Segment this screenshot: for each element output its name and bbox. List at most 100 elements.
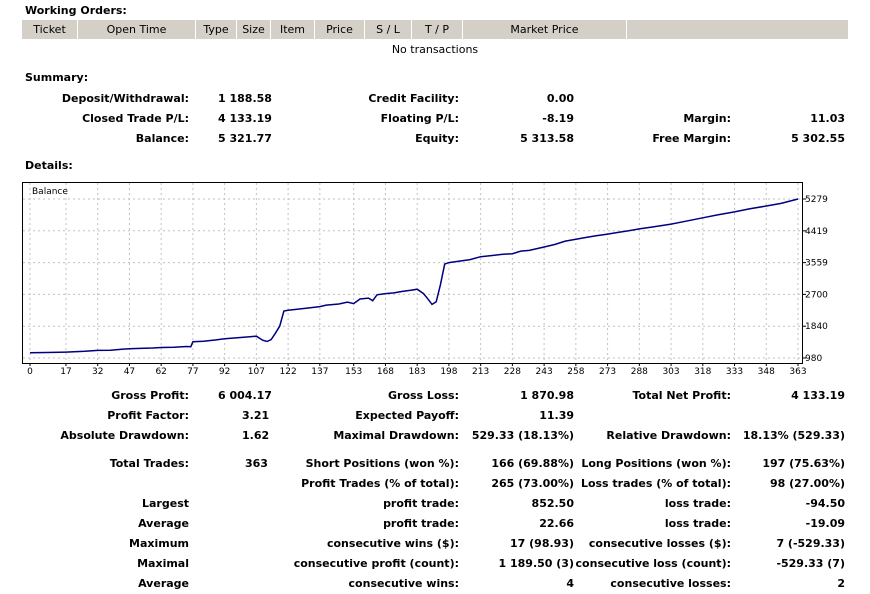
chart-x-tick-label: 303	[662, 367, 679, 377]
chart-x-tick-label: 198	[440, 367, 457, 377]
largest-loss-trade-value: -94.50	[805, 497, 845, 510]
average-consecutive-wins-label: consecutive wins:	[348, 577, 459, 590]
chart-x-tick-label: 47	[124, 367, 135, 377]
free-margin-value: 5 302.55	[791, 132, 845, 145]
max-consecutive-losses-label: consecutive losses ($):	[588, 537, 731, 550]
credit-label: Credit Facility:	[368, 92, 459, 105]
credit-value: 0.00	[546, 92, 574, 105]
absolute-drawdown-value: 1.62	[242, 429, 270, 442]
max-consecutive-wins-value: 17 (98.93)	[510, 537, 574, 550]
largest-profit-trade-value: 852.50	[531, 497, 574, 510]
chart-y-tick-label: 980	[805, 354, 822, 364]
column-header-sl[interactable]: S / L	[365, 20, 412, 39]
chart-y-tick-label: 2700	[805, 290, 828, 300]
average2-label: Average	[138, 577, 189, 590]
chart-x-tick-label: 363	[789, 367, 806, 377]
chart-x-tick-label: 258	[567, 367, 584, 377]
maximal-consecutive-profit-value: 1 189.50 (3)	[498, 557, 574, 570]
largest-profit-trade-label: profit trade:	[383, 497, 459, 510]
loss-trades-value: 98 (27.00%)	[769, 477, 845, 490]
floating-value: -8.19	[542, 112, 574, 125]
details-title: Details:	[25, 159, 73, 172]
average-consecutive-losses-value: 2	[837, 577, 845, 590]
no-transactions-text: No transactions	[391, 43, 479, 56]
chart-x-tick-label: 32	[92, 367, 103, 377]
average-loss-trade-value: -19.09	[805, 517, 845, 530]
column-header-item[interactable]: Item	[271, 20, 315, 39]
maximum-label: Maximum	[129, 537, 189, 550]
chart-x-tick-label: 17	[60, 367, 71, 377]
profit-factor-label: Profit Factor:	[107, 409, 189, 422]
maximal-drawdown-label: Maximal Drawdown:	[333, 429, 459, 442]
chart-x-tick-label: 168	[377, 367, 394, 377]
loss-trades-label: Loss trades (% of total):	[580, 477, 731, 490]
gross-loss-value: 1 870.98	[520, 389, 574, 402]
average-profit-trade-value: 22.66	[539, 517, 574, 530]
gross-profit-value: 6 004.17	[218, 389, 272, 402]
deposit-value: 1 188.58	[218, 92, 272, 105]
relative-drawdown-label: Relative Drawdown:	[606, 429, 731, 442]
orders-table-header: Ticket Open Time Type Size Item Price S …	[22, 20, 848, 39]
total-net-profit-value: 4 133.19	[791, 389, 845, 402]
total-trades-label: Total Trades:	[109, 457, 189, 470]
chart-x-tick-label: 348	[758, 367, 775, 377]
largest-label: Largest	[142, 497, 189, 510]
column-header-market-price[interactable]: Market Price	[463, 20, 627, 39]
margin-value: 11.03	[810, 112, 845, 125]
total-net-profit-label: Total Net Profit:	[632, 389, 732, 402]
chart-x-tick-label: 137	[311, 367, 328, 377]
chart-x-tick-label: 228	[504, 367, 521, 377]
profit-trades-label: Profit Trades (% of total):	[301, 477, 459, 490]
expected-payoff-value: 11.39	[539, 409, 574, 422]
chart-y-tick-label: 1840	[805, 322, 828, 332]
total-trades-value: 363	[245, 457, 268, 470]
average-consecutive-losses-label: consecutive losses:	[610, 577, 731, 590]
chart-legend-balance: Balance	[32, 187, 68, 197]
working-orders-title: Working Orders:	[25, 4, 127, 17]
balance-series-line	[29, 198, 799, 354]
column-header-filler	[627, 20, 848, 39]
chart-x-tick-label: 77	[187, 367, 198, 377]
average-loss-trade-label: loss trade:	[664, 517, 731, 530]
long-positions-label: Long Positions (won %):	[581, 457, 731, 470]
maximal-consecutive-loss-label: consecutive loss (count):	[575, 557, 731, 570]
maximal-label: Maximal	[137, 557, 189, 570]
maximal-consecutive-profit-label: consecutive profit (count):	[293, 557, 459, 570]
average-profit-trade-label: profit trade:	[383, 517, 459, 530]
chart-x-tick-label: 183	[409, 367, 426, 377]
column-header-price[interactable]: Price	[315, 20, 365, 39]
gross-profit-label: Gross Profit:	[111, 389, 189, 402]
expected-payoff-label: Expected Payoff:	[355, 409, 459, 422]
column-header-open-time[interactable]: Open Time	[78, 20, 196, 39]
chart-x-tick-label: 153	[345, 367, 362, 377]
margin-label: Margin:	[683, 112, 731, 125]
balance-label: Balance:	[135, 132, 189, 145]
closed-trade-value: 4 133.19	[218, 112, 272, 125]
maximal-consecutive-loss-value: -529.33 (7)	[776, 557, 845, 570]
chart-x-tick-label: 318	[694, 367, 711, 377]
chart-y-tick-label: 5279	[805, 195, 828, 205]
chart-x-tick-label: 107	[248, 367, 265, 377]
short-positions-value: 166 (69.88%)	[491, 457, 574, 470]
chart-x-tick-label: 62	[155, 367, 166, 377]
chart-y-tick-label: 4419	[805, 227, 828, 237]
closed-trade-label: Closed Trade P/L:	[82, 112, 189, 125]
chart-x-tick-label: 213	[472, 367, 489, 377]
largest-loss-trade-label: loss trade:	[664, 497, 731, 510]
floating-label: Floating P/L:	[380, 112, 459, 125]
chart-x-tick-label: 333	[726, 367, 743, 377]
column-header-type[interactable]: Type	[196, 20, 237, 39]
chart-x-tick-label: 273	[599, 367, 616, 377]
column-header-ticket[interactable]: Ticket	[22, 20, 78, 39]
balance-value: 5 321.77	[218, 132, 272, 145]
summary-title: Summary:	[25, 71, 89, 84]
average-consecutive-wins-value: 4	[566, 577, 574, 590]
chart-x-tick-label: 0	[27, 367, 33, 377]
profit-factor-value: 3.21	[242, 409, 270, 422]
free-margin-label: Free Margin:	[652, 132, 731, 145]
relative-drawdown-value: 18.13% (529.33)	[742, 429, 845, 442]
profit-trades-value: 265 (73.00%)	[491, 477, 574, 490]
chart-plot-frame	[22, 182, 803, 364]
column-header-size[interactable]: Size	[237, 20, 271, 39]
column-header-tp[interactable]: T / P	[412, 20, 463, 39]
